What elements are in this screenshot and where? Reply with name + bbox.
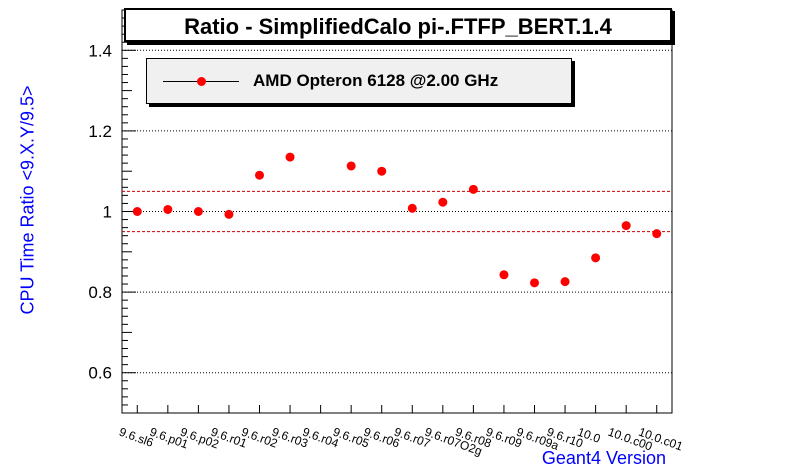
y-tick-label: 0.6 (88, 364, 112, 383)
data-point (652, 229, 662, 239)
legend-label: AMD Opteron 6128 @2.00 GHz (253, 71, 499, 90)
data-point (255, 170, 264, 180)
legend-marker (197, 77, 206, 86)
data-point (468, 184, 478, 194)
data-point (621, 221, 631, 231)
data-point (407, 203, 417, 213)
x-axis-label: Geant4 Version (541, 448, 666, 468)
data-point (560, 277, 570, 287)
data-point (285, 152, 295, 162)
data-point (530, 278, 539, 288)
data-point (346, 161, 356, 171)
data-point (591, 253, 601, 263)
y-axis: 0.6 0.8 1 1.2 1.4 (88, 9, 136, 414)
data-point (132, 207, 142, 216)
chart-title: Ratio - SimplifiedCalo pi-.FTFP_BERT.1.4 (184, 14, 612, 39)
y-axis-label: CPU Time Ratio <9.X.Y/9.5> (17, 85, 38, 315)
title-box: Ratio - SimplifiedCalo pi-.FTFP_BERT.1.4 (124, 8, 672, 42)
y-tick-label: 1.4 (88, 41, 112, 60)
data-point (499, 270, 509, 280)
data-point (438, 197, 448, 207)
data-point (377, 166, 387, 176)
legend: AMD Opteron 6128 @2.00 GHz (146, 58, 572, 104)
data-points (132, 152, 662, 288)
data-point (224, 209, 234, 219)
reference-lines (122, 190, 672, 233)
y-tick-label: 1.2 (88, 122, 112, 141)
y-tick-label: 1 (103, 203, 112, 222)
data-point (163, 204, 173, 214)
data-point (193, 207, 203, 216)
y-tick-label: 0.8 (88, 283, 112, 302)
